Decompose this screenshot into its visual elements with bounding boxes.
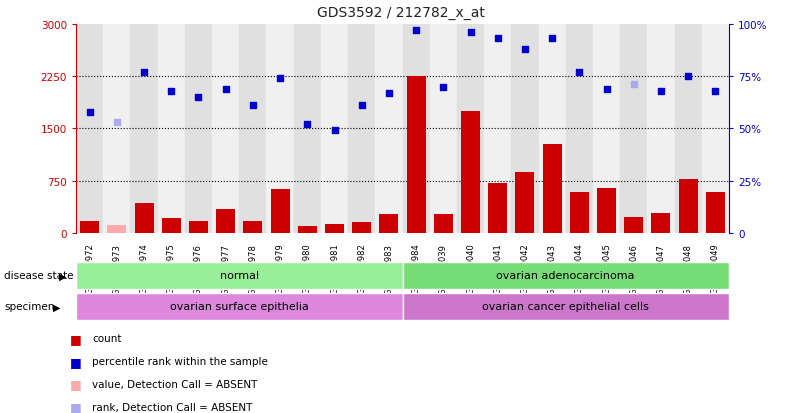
Text: percentile rank within the sample: percentile rank within the sample [92,356,268,366]
Bar [76,25,103,233]
Bar [162,218,181,233]
Bar [706,193,725,233]
Bar [348,25,376,233]
Point [600,86,613,93]
Point [383,90,396,97]
Point [545,36,558,43]
Text: normal: normal [219,271,259,281]
Point [682,74,694,80]
Bar [457,25,484,233]
Point [437,84,449,91]
Point [247,103,260,109]
Bar [651,214,670,233]
Point [274,76,287,82]
Text: ■: ■ [70,355,82,368]
Bar [566,25,593,233]
Bar [620,25,647,233]
Bar [515,173,534,233]
Point [627,82,640,88]
Bar [542,145,562,233]
Point [518,47,531,53]
Text: ■: ■ [70,332,82,345]
Text: value, Detection Call = ABSENT: value, Detection Call = ABSENT [92,379,257,389]
Bar [244,222,263,233]
Bar [624,217,643,233]
Bar [380,215,398,233]
Text: ■: ■ [70,377,82,391]
Point [301,121,314,128]
Point [709,88,722,95]
Text: ovarian adenocarcinoma: ovarian adenocarcinoma [497,271,635,281]
Bar [402,293,729,320]
Point [573,69,586,76]
Bar [80,221,99,233]
Bar [429,25,457,233]
Bar [352,223,371,233]
Bar [402,262,729,289]
Text: count: count [92,334,122,344]
Point [219,86,232,93]
Bar [484,25,511,233]
Text: ovarian surface epithelia: ovarian surface epithelia [170,301,308,312]
Bar [461,112,480,233]
Bar [76,262,402,289]
Bar [76,293,402,320]
Bar [103,25,131,233]
Text: GDS3592 / 212782_x_at: GDS3592 / 212782_x_at [316,6,485,20]
Bar [239,25,267,233]
Text: ▶: ▶ [59,271,66,281]
Bar [271,190,290,233]
Point [654,88,667,95]
Point [83,109,96,116]
Text: disease state: disease state [4,271,74,281]
Bar [570,192,589,233]
Bar [434,215,453,233]
Bar [189,221,208,233]
Bar [647,25,674,233]
Bar [294,25,321,233]
Point [111,119,123,126]
Text: ovarian cancer epithelial cells: ovarian cancer epithelial cells [482,301,649,312]
Bar [325,224,344,233]
Bar [185,25,212,233]
Bar [212,25,239,233]
Text: ▶: ▶ [54,301,61,312]
Bar [402,25,429,233]
Point [356,103,368,109]
Bar [107,225,127,233]
Bar [135,204,154,233]
Bar [376,25,402,233]
Point [491,36,504,43]
Bar [674,25,702,233]
Point [138,69,151,76]
Bar [678,179,698,233]
Bar [488,183,507,233]
Point [409,28,422,34]
Bar [298,226,317,233]
Point [328,128,341,135]
Bar [538,25,566,233]
Bar [267,25,294,233]
Bar [321,25,348,233]
Point [165,88,178,95]
Bar [216,209,235,233]
Point [192,95,205,101]
Text: specimen: specimen [4,301,54,312]
Bar [131,25,158,233]
Bar [702,25,729,233]
Bar [593,25,620,233]
Point [464,30,477,36]
Bar [407,77,425,233]
Bar [158,25,185,233]
Text: ■: ■ [70,400,82,413]
Bar [597,189,616,233]
Text: rank, Detection Call = ABSENT: rank, Detection Call = ABSENT [92,402,252,412]
Bar [511,25,538,233]
